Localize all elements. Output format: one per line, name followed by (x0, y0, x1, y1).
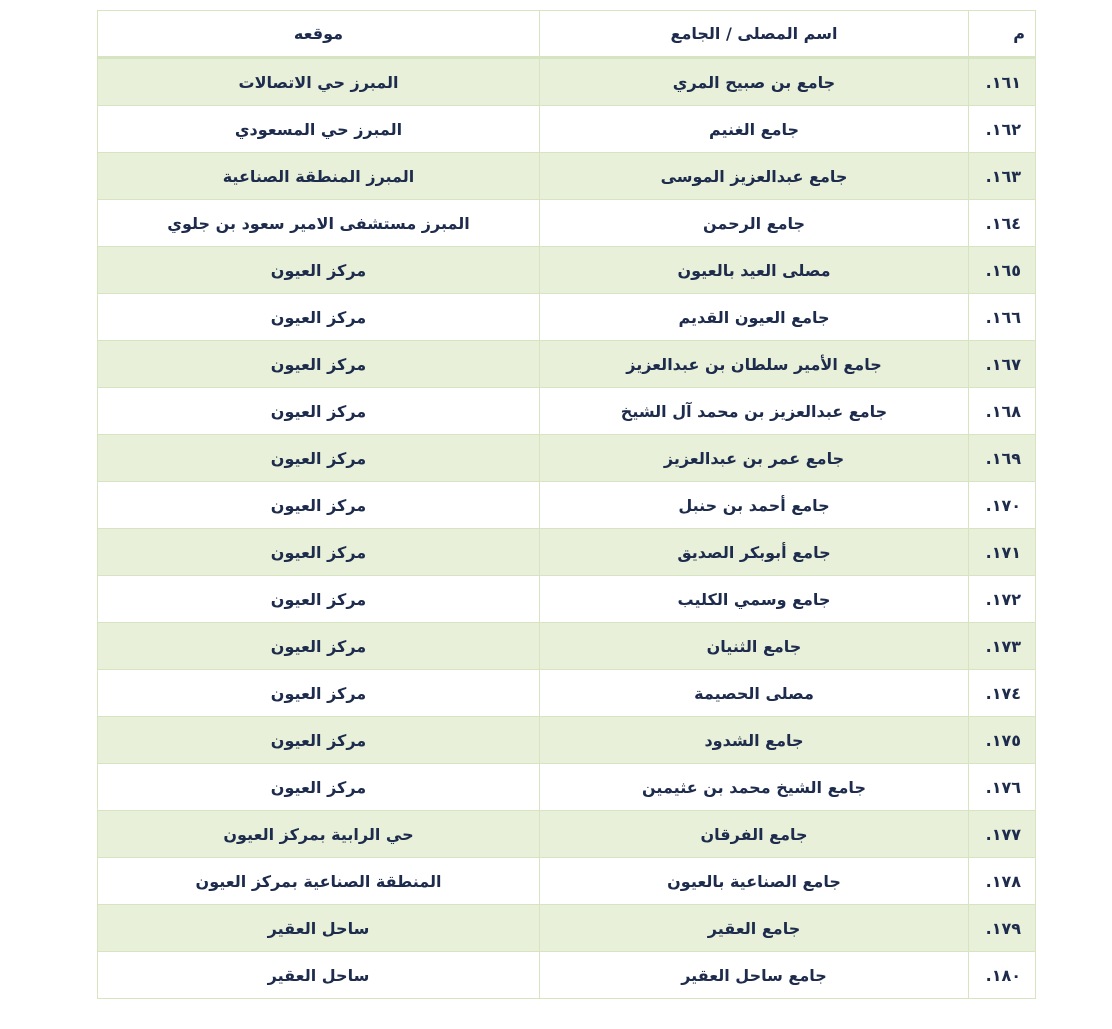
cell-number: ١٧١. (968, 528, 1036, 576)
header-name: اسم المصلى / الجامع (539, 10, 969, 58)
cell-name: جامع الصناعية بالعيون (539, 857, 969, 905)
cell-number: ١٧٨. (968, 857, 1036, 905)
table-row: ١٧١. جامع أبوبكر الصديق مركز العيون (97, 528, 1036, 576)
cell-name: جامع وسمي الكليب (539, 575, 969, 623)
cell-name: جامع عبدالعزيز الموسى (539, 152, 969, 200)
table-row: ١٨٠. جامع ساحل العقير ساحل العقير (97, 951, 1036, 999)
cell-number: ١٦٦. (968, 293, 1036, 341)
table-row: ١٦٨. جامع عبدالعزيز بن محمد آل الشيخ مركز … (97, 387, 1036, 435)
cell-name: جامع عمر بن عبدالعزيز (539, 434, 969, 482)
cell-name: جامع أبوبكر الصديق (539, 528, 969, 576)
cell-number: ١٦٣. (968, 152, 1036, 200)
cell-number: ١٧٢. (968, 575, 1036, 623)
cell-location: المبرز مستشفى الامير سعود بن جلوي (97, 199, 540, 247)
cell-name: مصلى الحصيمة (539, 669, 969, 717)
cell-location: ساحل العقير (97, 904, 540, 952)
cell-number: ١٧٠. (968, 481, 1036, 529)
cell-name: جامع العيون القديم (539, 293, 969, 341)
cell-location: المبرز حي الاتصالات (97, 57, 540, 106)
cell-number: ١٧٤. (968, 669, 1036, 717)
cell-location: المنطقة الصناعية بمركز العيون (97, 857, 540, 905)
cell-number: ١٦١. (968, 57, 1036, 106)
cell-location: مركز العيون (97, 340, 540, 388)
table-row: ١٧٠. جامع أحمد بن حنبل مركز العيون (97, 481, 1036, 529)
cell-name: جامع الفرقان (539, 810, 969, 858)
cell-number: ١٧٩. (968, 904, 1036, 952)
cell-number: ١٦٩. (968, 434, 1036, 482)
cell-number: ١٦٨. (968, 387, 1036, 435)
table-row: ١٧٥. جامع الشدود مركز العيون (97, 716, 1036, 764)
table-header-row: م اسم المصلى / الجامع موقعه (97, 10, 1036, 58)
cell-number: ١٧٦. (968, 763, 1036, 811)
cell-number: ١٦٥. (968, 246, 1036, 294)
table-row: ١٦٤. جامع الرحمن المبرز مستشفى الامير سعود… (97, 199, 1036, 247)
cell-name: جامع الشيخ محمد بن عثيمين (539, 763, 969, 811)
cell-name: جامع الشدود (539, 716, 969, 764)
cell-location: مركز العيون (97, 669, 540, 717)
cell-number: ١٧٣. (968, 622, 1036, 670)
cell-location: مركز العيون (97, 622, 540, 670)
cell-number: ١٧٥. (968, 716, 1036, 764)
cell-name: جامع الغنيم (539, 105, 969, 153)
cell-location: مركز العيون (97, 293, 540, 341)
cell-location: مركز العيون (97, 246, 540, 294)
cell-name: جامع أحمد بن حنبل (539, 481, 969, 529)
cell-location: مركز العيون (97, 763, 540, 811)
header-location: موقعه (97, 10, 540, 58)
table-row: ١٧٣. جامع الثنيان مركز العيون (97, 622, 1036, 670)
cell-location: مركز العيون (97, 481, 540, 529)
table-row: ١٧٦. جامع الشيخ محمد بن عثيمين مركز العيون (97, 763, 1036, 811)
mosque-table: م اسم المصلى / الجامع موقعه ١٦١. جامع بن … (97, 10, 1036, 999)
cell-location: حي الرابية بمركز العيون (97, 810, 540, 858)
cell-name: جامع بن صبيح المري (539, 57, 969, 106)
cell-location: مركز العيون (97, 434, 540, 482)
cell-location: مركز العيون (97, 575, 540, 623)
cell-location: المبرز المنطقة الصناعية (97, 152, 540, 200)
table-row: ١٧٨. جامع الصناعية بالعيون المنطقة الصناعي… (97, 857, 1036, 905)
cell-location: مركز العيون (97, 528, 540, 576)
table-row: ١٦٢. جامع الغنيم المبرز حي المسعودي (97, 105, 1036, 153)
cell-location: مركز العيون (97, 387, 540, 435)
cell-name: جامع ساحل العقير (539, 951, 969, 999)
cell-name: جامع الثنيان (539, 622, 969, 670)
cell-location: ساحل العقير (97, 951, 540, 999)
cell-name: جامع عبدالعزيز بن محمد آل الشيخ (539, 387, 969, 435)
table-row: ١٦٦. جامع العيون القديم مركز العيون (97, 293, 1036, 341)
cell-number: ١٧٧. (968, 810, 1036, 858)
cell-location: المبرز حي المسعودي (97, 105, 540, 153)
table-row: ١٦٩. جامع عمر بن عبدالعزيز مركز العيون (97, 434, 1036, 482)
cell-location: مركز العيون (97, 716, 540, 764)
table-row: ١٦٣. جامع عبدالعزيز الموسى المبرز المنطقة … (97, 152, 1036, 200)
cell-number: ١٦٤. (968, 199, 1036, 247)
table-row: ١٦٧. جامع الأمير سلطان بن عبدالعزيز مركز ا… (97, 340, 1036, 388)
table-row: ١٦٥. مصلى العيد بالعيون مركز العيون (97, 246, 1036, 294)
header-number: م (968, 10, 1036, 58)
table-row: ١٧٢. جامع وسمي الكليب مركز العيون (97, 575, 1036, 623)
cell-number: ١٦٢. (968, 105, 1036, 153)
cell-number: ١٨٠. (968, 951, 1036, 999)
table-row: ١٧٩. جامع العقير ساحل العقير (97, 904, 1036, 952)
table-row: ١٧٧. جامع الفرقان حي الرابية بمركز العيون (97, 810, 1036, 858)
cell-name: جامع الرحمن (539, 199, 969, 247)
cell-name: مصلى العيد بالعيون (539, 246, 969, 294)
table-row: ١٧٤. مصلى الحصيمة مركز العيون (97, 669, 1036, 717)
cell-name: جامع الأمير سلطان بن عبدالعزيز (539, 340, 969, 388)
cell-number: ١٦٧. (968, 340, 1036, 388)
table-row: ١٦١. جامع بن صبيح المري المبرز حي الاتصالا… (97, 57, 1036, 106)
cell-name: جامع العقير (539, 904, 969, 952)
